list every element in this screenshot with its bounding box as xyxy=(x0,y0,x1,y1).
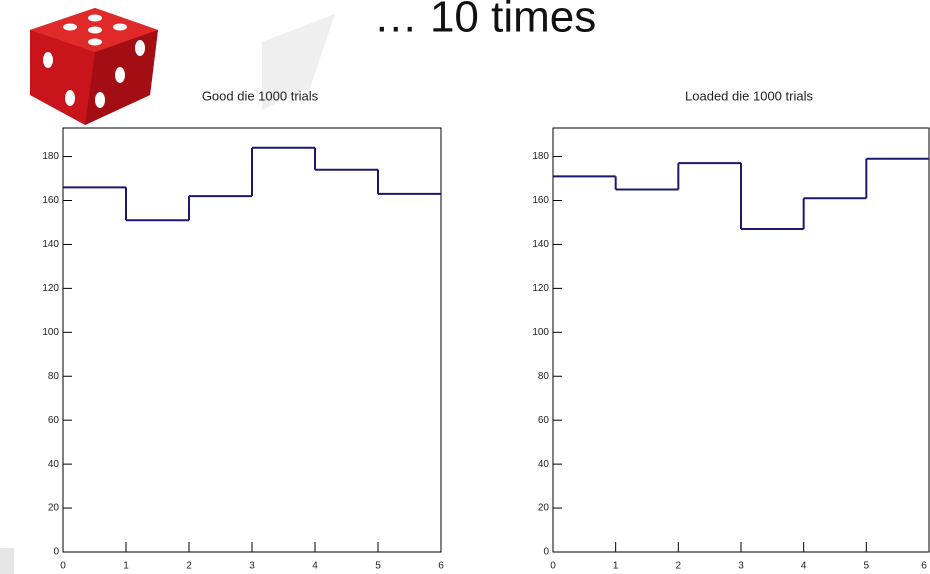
x-tick-label: 5 xyxy=(375,561,381,572)
y-tick-label: 140 xyxy=(532,239,549,250)
y-tick-label: 20 xyxy=(538,503,550,514)
x-tick-label: 1 xyxy=(613,561,619,572)
y-tick-label: 160 xyxy=(532,195,549,206)
y-tick-label: 120 xyxy=(42,283,59,294)
x-tick-label: 6 xyxy=(921,561,927,572)
x-tick-label: 1 xyxy=(123,561,129,572)
y-tick-label: 80 xyxy=(538,371,550,382)
y-tick-label: 40 xyxy=(48,459,60,470)
decor-patch xyxy=(0,548,14,574)
x-tick-label: 4 xyxy=(312,561,318,572)
chart-title: Good die 1000 trials xyxy=(202,88,319,103)
x-tick-label: 6 xyxy=(438,561,444,572)
y-tick-label: 60 xyxy=(538,415,550,426)
x-tick-label: 2 xyxy=(676,561,682,572)
y-tick-label: 0 xyxy=(53,547,59,558)
x-tick-label: 0 xyxy=(550,561,556,572)
y-tick-label: 100 xyxy=(42,327,59,338)
x-tick-label: 3 xyxy=(738,561,744,572)
y-tick-label: 20 xyxy=(48,503,60,514)
x-tick-label: 3 xyxy=(249,561,255,572)
x-tick-label: 5 xyxy=(864,561,870,572)
decor-wedge xyxy=(262,14,335,110)
y-tick-label: 120 xyxy=(532,283,549,294)
y-tick-label: 180 xyxy=(532,151,549,162)
y-tick-label: 60 xyxy=(48,415,60,426)
y-tick-label: 100 xyxy=(532,327,549,338)
y-tick-label: 180 xyxy=(42,151,59,162)
dice-icon xyxy=(30,8,158,125)
x-tick-label: 4 xyxy=(801,561,807,572)
y-tick-label: 140 xyxy=(42,239,59,250)
y-tick-label: 0 xyxy=(543,547,549,558)
y-tick-label: 40 xyxy=(538,459,550,470)
x-tick-label: 2 xyxy=(186,561,192,572)
x-tick-label: 0 xyxy=(60,561,66,572)
y-tick-label: 160 xyxy=(42,195,59,206)
y-tick-label: 80 xyxy=(48,371,60,382)
slide-title: … 10 times xyxy=(374,0,597,42)
chart-title: Loaded die 1000 trials xyxy=(685,88,813,103)
